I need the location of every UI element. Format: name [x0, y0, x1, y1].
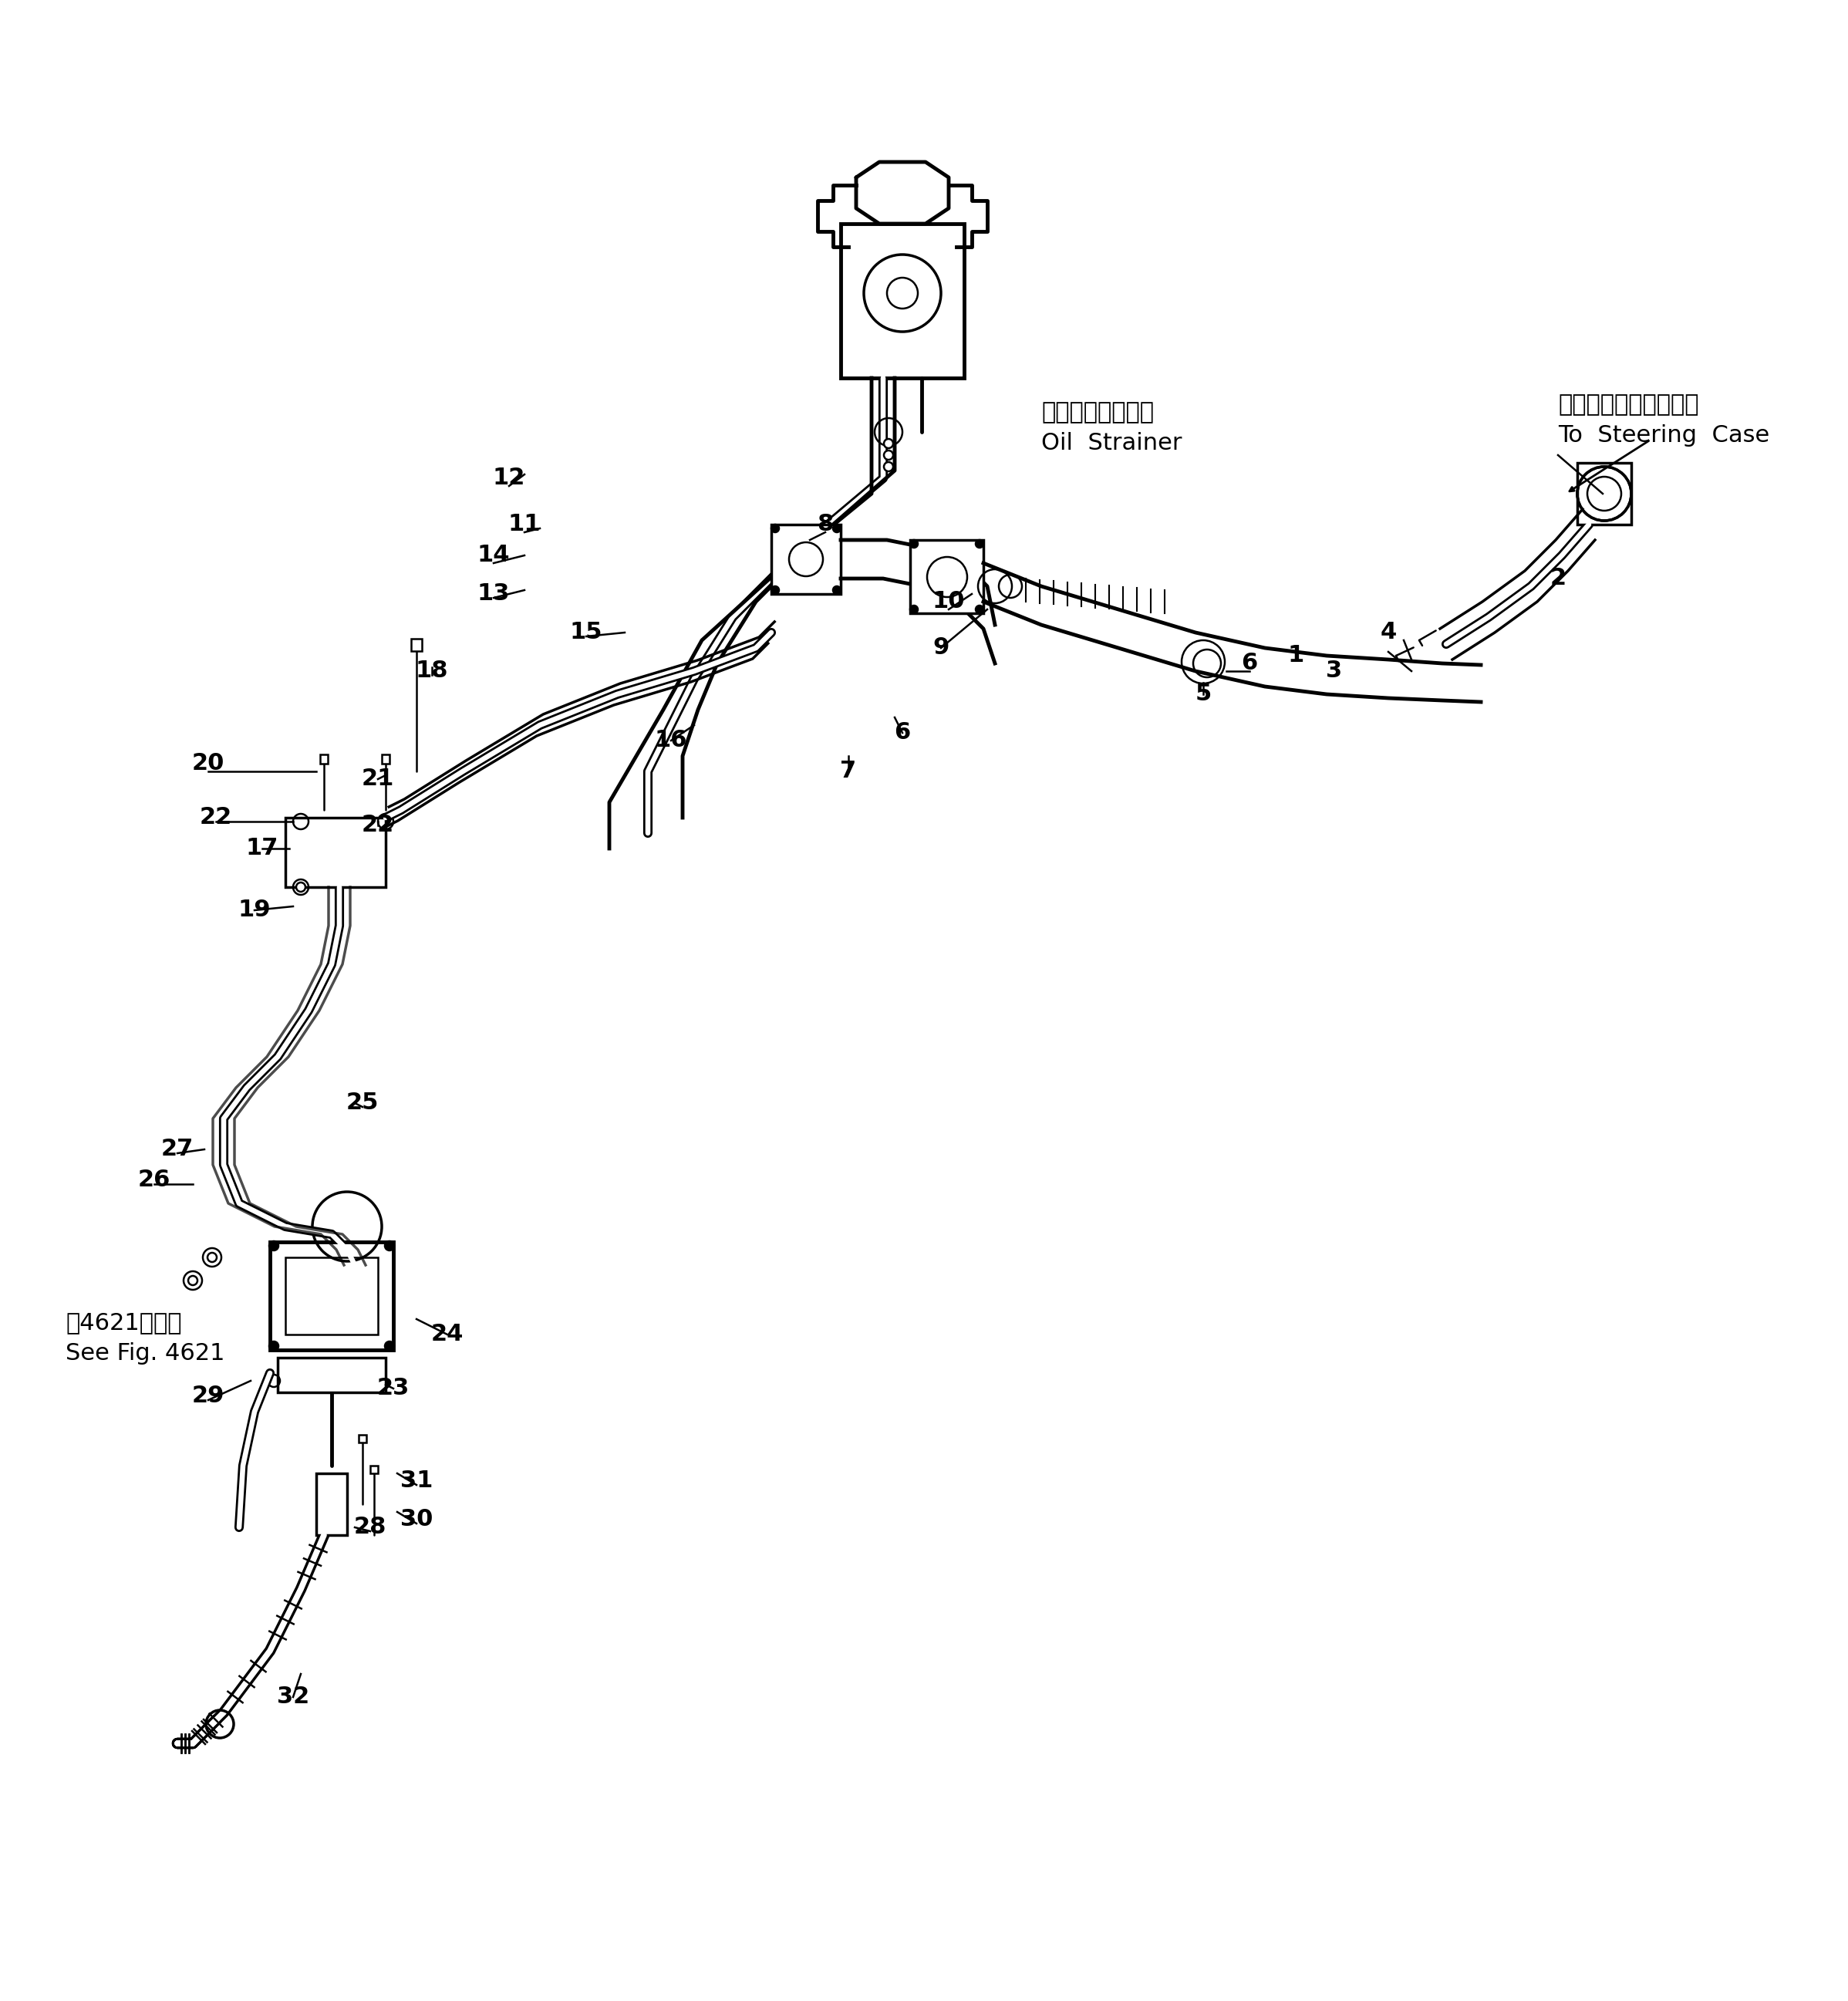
Text: 7: 7: [841, 760, 857, 782]
Bar: [285, 818, 386, 886]
Circle shape: [976, 606, 983, 612]
Text: 6: 6: [894, 722, 911, 744]
Text: 11: 11: [508, 514, 541, 536]
Text: 27: 27: [161, 1139, 194, 1161]
Circle shape: [771, 586, 780, 594]
Bar: [270, 1243, 394, 1351]
Text: 29: 29: [192, 1385, 225, 1407]
Circle shape: [270, 1341, 279, 1351]
Text: Oil  Strainer: Oil Strainer: [1040, 432, 1183, 454]
Bar: [277, 1357, 386, 1393]
Text: 30: 30: [401, 1509, 432, 1531]
Bar: [410, 638, 421, 650]
Circle shape: [833, 524, 841, 532]
Circle shape: [883, 450, 893, 460]
Text: 18: 18: [416, 660, 449, 682]
Text: 22: 22: [362, 814, 394, 836]
Circle shape: [976, 540, 983, 548]
Text: 3: 3: [1327, 660, 1342, 682]
Bar: [359, 1435, 366, 1443]
Bar: [909, 540, 983, 612]
Circle shape: [909, 540, 918, 548]
Text: 12: 12: [493, 466, 525, 490]
Bar: [383, 754, 390, 764]
Bar: [316, 1473, 347, 1535]
Bar: [771, 524, 841, 594]
Text: 4: 4: [1380, 622, 1397, 644]
Text: 26: 26: [139, 1169, 170, 1191]
Circle shape: [384, 1241, 394, 1251]
Text: 31: 31: [401, 1471, 432, 1493]
Circle shape: [833, 586, 841, 594]
Text: 15: 15: [569, 622, 602, 644]
Text: 10: 10: [931, 590, 965, 612]
Circle shape: [207, 1253, 216, 1263]
Text: 24: 24: [431, 1323, 464, 1347]
Circle shape: [909, 606, 918, 612]
Circle shape: [883, 462, 893, 472]
Text: 32: 32: [277, 1687, 309, 1709]
Text: 5: 5: [1196, 682, 1212, 706]
Bar: [370, 1465, 379, 1473]
Bar: [1578, 462, 1632, 524]
Bar: [320, 754, 327, 764]
Text: 19: 19: [238, 898, 272, 920]
Text: See Fig. 4621: See Fig. 4621: [65, 1343, 225, 1365]
Text: To  Steering  Case: To Steering Case: [1558, 424, 1770, 446]
Text: 8: 8: [817, 514, 833, 536]
Bar: [285, 1257, 379, 1335]
Bar: [841, 224, 965, 378]
Text: 9: 9: [933, 636, 950, 658]
Circle shape: [384, 1341, 394, 1351]
Circle shape: [270, 1241, 279, 1251]
Text: 1: 1: [1288, 644, 1305, 666]
Circle shape: [188, 1277, 198, 1285]
Text: 16: 16: [654, 728, 687, 752]
Text: 14: 14: [477, 544, 510, 566]
Text: 25: 25: [346, 1093, 379, 1115]
Circle shape: [296, 882, 305, 892]
Text: 28: 28: [353, 1517, 386, 1539]
Text: 20: 20: [192, 752, 225, 774]
Text: ステアリングケースヘ: ステアリングケースヘ: [1558, 394, 1698, 416]
Text: 第4621図参照: 第4621図参照: [65, 1311, 181, 1335]
Text: 21: 21: [362, 768, 394, 790]
Circle shape: [883, 438, 893, 448]
Circle shape: [771, 524, 780, 532]
Text: 2: 2: [1550, 568, 1565, 590]
Text: 13: 13: [477, 582, 510, 604]
Text: 17: 17: [246, 836, 279, 860]
Text: 22: 22: [200, 806, 233, 828]
Text: 23: 23: [377, 1377, 410, 1399]
Text: オイルストレーナ: オイルストレーナ: [1040, 400, 1153, 424]
Text: 6: 6: [1242, 652, 1258, 674]
